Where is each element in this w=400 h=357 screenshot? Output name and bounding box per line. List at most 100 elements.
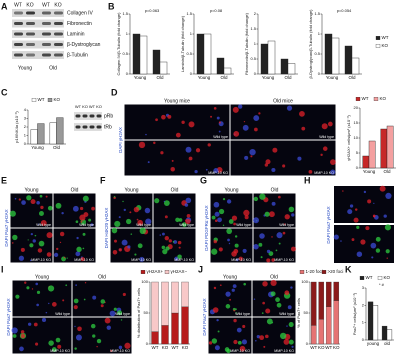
cell-signal xyxy=(27,239,29,241)
x-tick-label: WT xyxy=(152,345,159,350)
cell-signal xyxy=(80,220,83,223)
cell-signal xyxy=(235,308,237,310)
row-label: Wild type xyxy=(319,135,334,139)
stain-label: DAPI Pax7 γH2AX xyxy=(326,206,331,243)
legend-label: KO xyxy=(54,97,61,102)
bar-segment xyxy=(318,281,325,320)
cell-signal xyxy=(219,284,222,287)
cell-signal xyxy=(253,298,256,300)
cell-signal xyxy=(155,118,158,122)
band-label: tRb xyxy=(104,124,112,130)
cell-signal xyxy=(278,195,281,199)
cell-signal xyxy=(283,223,286,225)
cell-signal xyxy=(96,345,98,348)
bar xyxy=(280,58,289,75)
group-label: Young xyxy=(18,65,32,71)
panel-label: B xyxy=(108,1,115,11)
cell-signal xyxy=(160,151,164,155)
column-label: Young xyxy=(35,274,49,280)
cell-signal xyxy=(360,239,366,245)
cell-signal xyxy=(100,304,104,308)
row-label: Wild type xyxy=(213,135,228,139)
row-label: Wild type xyxy=(279,312,294,316)
cell-signal xyxy=(288,206,295,213)
cell-signal xyxy=(125,218,132,225)
cell-signal xyxy=(75,334,82,341)
lane-label: WT xyxy=(14,2,22,8)
cell-signal xyxy=(235,312,237,314)
cell-signal xyxy=(266,318,273,325)
panel-label: K xyxy=(345,264,352,274)
cell-signal xyxy=(185,146,192,153)
blot-band xyxy=(26,11,35,15)
y-tick-label: 1 xyxy=(190,31,193,36)
cell-signal xyxy=(270,279,277,287)
blot-band xyxy=(26,53,35,57)
bar xyxy=(380,128,388,169)
blot-band xyxy=(96,125,102,129)
cell-signal xyxy=(100,299,106,304)
cell-signal xyxy=(233,222,236,226)
cell-signal xyxy=(118,345,123,350)
panel-label: G xyxy=(200,175,207,185)
cell-signal xyxy=(144,207,151,214)
legend-swatch xyxy=(375,36,381,40)
cell-signal xyxy=(261,312,264,314)
micrograph xyxy=(72,280,132,317)
stain-label: DAPI γH2AX xyxy=(118,127,123,153)
blot-band xyxy=(54,43,63,46)
blot-band xyxy=(42,11,51,15)
lane-label: WT xyxy=(42,2,50,8)
cell-signal xyxy=(231,215,238,221)
cell-signal xyxy=(61,256,66,262)
cell-signal xyxy=(243,209,250,217)
cell-signal xyxy=(375,236,381,242)
cell-signal xyxy=(28,322,32,326)
cell-signal xyxy=(249,149,256,156)
y-tick-label: 3 xyxy=(362,285,365,290)
bar xyxy=(152,49,161,75)
x-tick-label: Young xyxy=(198,75,211,80)
x-tick-label: Old xyxy=(53,145,61,150)
bar-segment xyxy=(171,281,179,314)
x-tick-label: KO xyxy=(182,345,189,350)
cell-signal xyxy=(55,202,62,209)
column-label: Young mice xyxy=(164,98,190,104)
cell-signal xyxy=(278,242,281,245)
cell-signal xyxy=(130,233,133,235)
x-tick-label: WT xyxy=(310,345,317,350)
cell-signal xyxy=(288,339,294,345)
cell-signal xyxy=(271,258,275,262)
cell-signal xyxy=(111,227,118,234)
annotation: p=0.08 xyxy=(210,8,223,13)
cell-signal xyxy=(31,288,34,290)
cell-signal xyxy=(385,249,390,254)
y-axis-label: % distribution of Pax7+ cells xyxy=(136,288,141,338)
cell-signal xyxy=(238,256,243,261)
legend-swatch xyxy=(375,44,381,48)
y-tick-label: 1.5 xyxy=(186,11,192,16)
row-label: MMP-10 KO xyxy=(110,349,130,353)
row-label: MMP-10 KO xyxy=(314,171,334,175)
cell-signal xyxy=(214,211,220,217)
cell-signal xyxy=(226,228,233,235)
cell-signal xyxy=(177,254,182,260)
y-tick-label: 100 xyxy=(141,279,148,284)
cell-signal xyxy=(242,324,246,328)
y-axis-label: Fibronectin/β-Tubulin (fold change) xyxy=(244,12,249,75)
cell-signal xyxy=(233,339,238,345)
cell-signal xyxy=(48,302,50,305)
blot-band xyxy=(42,22,51,25)
cell-signal xyxy=(222,198,226,201)
cell-signal xyxy=(271,236,273,238)
bar xyxy=(351,57,360,75)
bar-segment xyxy=(318,319,325,345)
cell-signal xyxy=(208,341,213,345)
legend-swatch xyxy=(359,276,365,280)
y-tick-label: 50 xyxy=(304,310,309,315)
bar xyxy=(260,43,269,75)
cell-signal xyxy=(80,257,85,262)
x-tick-label: KO xyxy=(162,345,169,350)
cell-signal xyxy=(110,349,113,353)
cell-signal xyxy=(57,344,62,349)
